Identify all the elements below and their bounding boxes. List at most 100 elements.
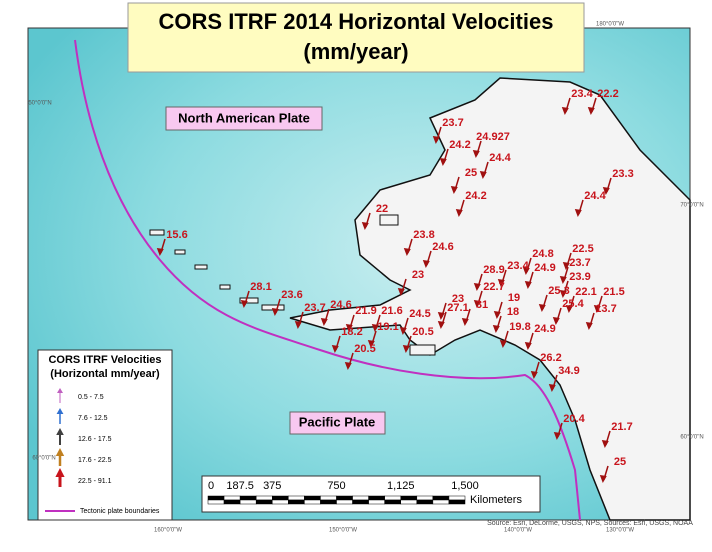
arrow-head [439, 158, 447, 166]
arrow-head [345, 324, 353, 332]
velocity-label: 26.2 [540, 352, 561, 364]
arrow-head [599, 475, 607, 483]
scale-label: 750 [327, 480, 345, 492]
velocity-label: 18.2 [341, 326, 362, 338]
scale-unit: Kilometers [470, 494, 522, 506]
velocity-label: 24.2 [449, 139, 470, 151]
arrow-head [371, 324, 379, 332]
arrow-head [271, 308, 279, 316]
graticule-label: 160°0'0"W [154, 528, 182, 534]
scale-label: 187.5 [226, 480, 254, 492]
island-chain [149, 214, 436, 356]
velocity-label: 24.9 [534, 323, 555, 335]
scale-segment [304, 495, 321, 501]
scale-segment [400, 499, 418, 505]
arrow-head [344, 362, 352, 370]
arrow-head [562, 262, 570, 270]
velocity-label: 23 [412, 269, 424, 281]
scale-label: 375 [263, 480, 281, 492]
arrow-head [593, 305, 601, 313]
scale-segment [416, 495, 434, 501]
legend-arrow-head [56, 408, 64, 414]
arrow-head [522, 267, 530, 275]
velocity-label: 28.9 [483, 264, 504, 276]
velocity-label: 23.9 [569, 271, 590, 283]
scale-segment [352, 499, 369, 505]
scale-label: 1,500 [451, 480, 479, 492]
velocity-label: 24.6 [330, 299, 351, 311]
arrow-head [479, 171, 487, 179]
scale-label: 1,125 [387, 480, 415, 492]
velocity-label: 24.5 [409, 308, 430, 320]
graticule-label: 130°0'0"W [606, 528, 634, 534]
graticule-label: 60°0'0"N [680, 435, 703, 441]
scale-segment [223, 499, 241, 505]
legend-label: 17.6 - 22.5 [78, 457, 112, 464]
legend-label: 12.6 - 17.5 [78, 436, 112, 443]
legend-label: 7.6 - 12.5 [78, 415, 108, 422]
arrow-head [565, 305, 573, 313]
arrow-head [473, 283, 481, 291]
scale-segment [384, 495, 401, 501]
scale-segment [255, 499, 273, 505]
graticule-label: 150°0'0"W [329, 528, 357, 534]
scale-segment [432, 499, 450, 505]
velocity-label: 24.9 [534, 262, 555, 274]
velocity-label: 22.5 [572, 243, 593, 255]
velocity-label: 31 [476, 299, 488, 311]
legend-arrow-head [56, 428, 64, 435]
scale-segment [368, 495, 385, 501]
velocity-label: 23.4 [507, 260, 529, 272]
velocity-label: 21.5 [603, 286, 624, 298]
arrow-head [524, 342, 532, 350]
arrow-head [472, 150, 480, 158]
velocity-label: 24.6 [432, 241, 453, 253]
scale-segment [272, 499, 289, 505]
scale-segment [448, 499, 466, 505]
graticule-label: 140°0'0"W [504, 528, 532, 534]
arrow-head [585, 322, 593, 330]
graticule-label: 70°0'0"N [680, 203, 703, 209]
velocity-label: 25.4 [562, 298, 584, 310]
arrow-head [156, 248, 164, 256]
scale-segment [255, 495, 273, 501]
velocity-label: 20.5 [412, 326, 433, 338]
velocity-label: 23.7 [442, 117, 463, 129]
velocity-label: 27.1 [447, 302, 468, 314]
arrow-head [437, 312, 445, 320]
scale-segment [432, 495, 450, 501]
legend-arrow-head [55, 448, 65, 456]
velocity-label: 34.9 [558, 365, 579, 377]
legend-arrow-head [55, 468, 65, 477]
arrow-head [499, 340, 507, 348]
velocity-label: 22.1 [575, 286, 596, 298]
velocity-label: 24.4 [584, 190, 606, 202]
arrow-head [601, 440, 609, 448]
arrow-head [240, 300, 248, 308]
velocity-label: 21.9 [355, 305, 376, 317]
arrow-head [561, 107, 569, 115]
arrow-head [559, 290, 567, 298]
legend-label: 22.5 - 91.1 [78, 478, 112, 485]
scale-segment [320, 499, 337, 505]
legend-subtitle: (Horizontal mm/year) [50, 368, 160, 380]
velocity-label: 19.8 [509, 321, 530, 333]
source: Source: Esri, DeLorme, USGS, NPS, Source… [487, 520, 693, 527]
velocity-label: 23.7 [304, 302, 325, 314]
velocity-label: 13.7 [595, 303, 616, 315]
scale-label: 0 [208, 480, 214, 492]
legend-title: CORS ITRF Velocities [48, 354, 161, 366]
subtitle: (mm/year) [303, 39, 408, 64]
arrow-head [553, 432, 561, 440]
arrow-head [367, 340, 375, 348]
arrow-head [552, 317, 560, 325]
velocity-label: 22.2 [597, 88, 618, 100]
scale-segment [239, 499, 257, 505]
velocity-label: 21.7 [611, 421, 632, 433]
title-box [127, 2, 585, 73]
velocity-label: 20.5 [354, 343, 375, 355]
plate-label: Pacific Plate [299, 414, 376, 429]
velocity-label: 22.7 [483, 281, 504, 293]
arrow-head [455, 209, 463, 217]
